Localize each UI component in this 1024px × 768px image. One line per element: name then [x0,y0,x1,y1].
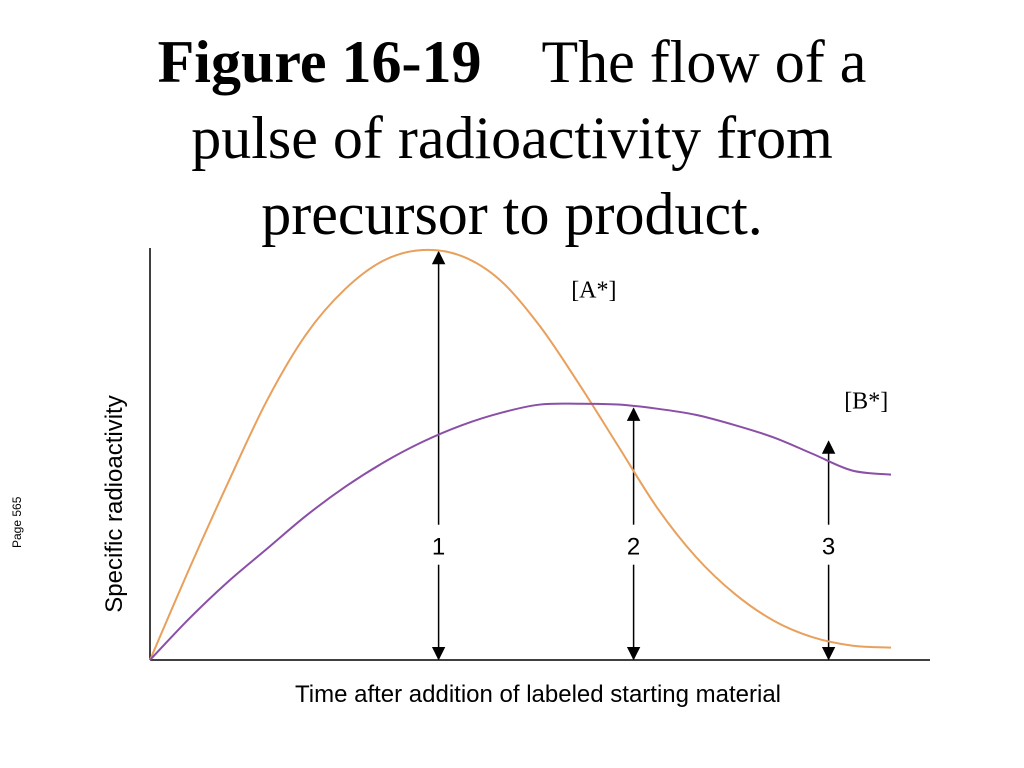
series-lines [149,248,892,661]
series-line-a [149,248,892,661]
x-axis-label: Time after addition of labeled starting … [295,681,781,708]
figure-caption: The flow of a pulse of radioactivity fro… [191,29,867,247]
series-labels: [A*] [B*] [571,277,888,414]
series-line-b [149,402,892,661]
time-markers: 1 2 3 [431,250,836,661]
figure-number: Figure 16-19 [157,29,482,95]
marker-3-label: 3 [822,534,835,561]
series-label-b: [B*] [844,389,888,415]
y-axis-label: Specific radioactivity [101,395,128,612]
marker-1-label: 1 [432,534,445,561]
series-label-a: [A*] [571,277,616,303]
marker-2-label: 2 [627,534,640,561]
figure-title: Figure 16-19 The flow of a pulse of radio… [100,24,924,252]
